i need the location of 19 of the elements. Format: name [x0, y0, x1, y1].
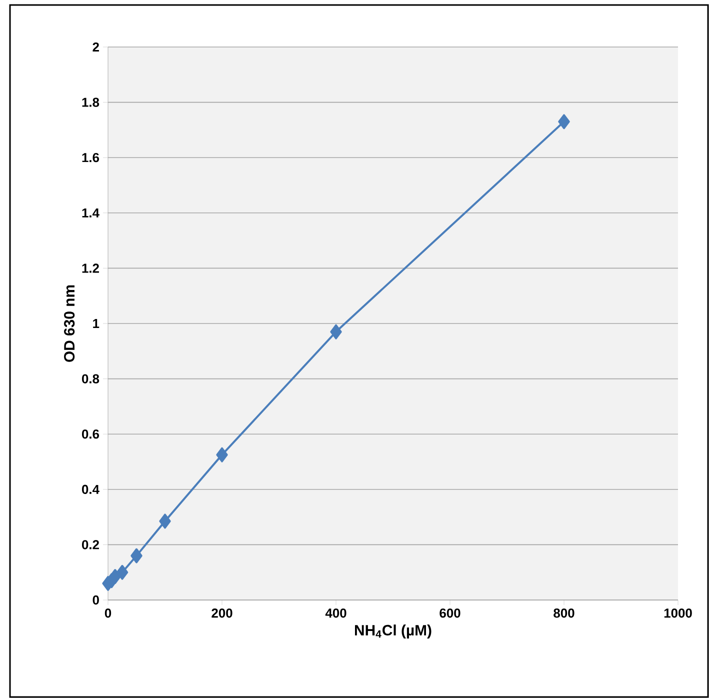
y-tick-label: 0.6 [82, 430, 100, 439]
x-axis-title: NH$_{4}$Cl (µM) [355, 624, 432, 638]
y-tick-label: 0 [92, 595, 99, 605]
y-tick-label: 2 [92, 42, 99, 52]
y-tick-label: 1.4 [82, 208, 100, 218]
x-tick-label: 200 [212, 608, 232, 618]
y-tick-label: 0.2 [82, 540, 99, 550]
x-tick-label: 1000 [664, 608, 692, 618]
y-tick-label: 0.4 [82, 484, 100, 494]
y-tick-label: 1.2 [82, 264, 99, 273]
y-tick-label: 1.8 [82, 98, 100, 107]
y-tick-label: 0.8 [82, 374, 100, 384]
y-axis-title: OD 630 nm [64, 285, 75, 362]
x-tick-label: 0 [104, 608, 112, 618]
y-tick-label: 1.6 [82, 153, 100, 162]
y-tick-label: 1 [93, 319, 100, 328]
x-tick-label: 600 [440, 608, 460, 618]
x-tick-label: 400 [325, 608, 346, 618]
x-tick-label: 800 [554, 608, 574, 618]
